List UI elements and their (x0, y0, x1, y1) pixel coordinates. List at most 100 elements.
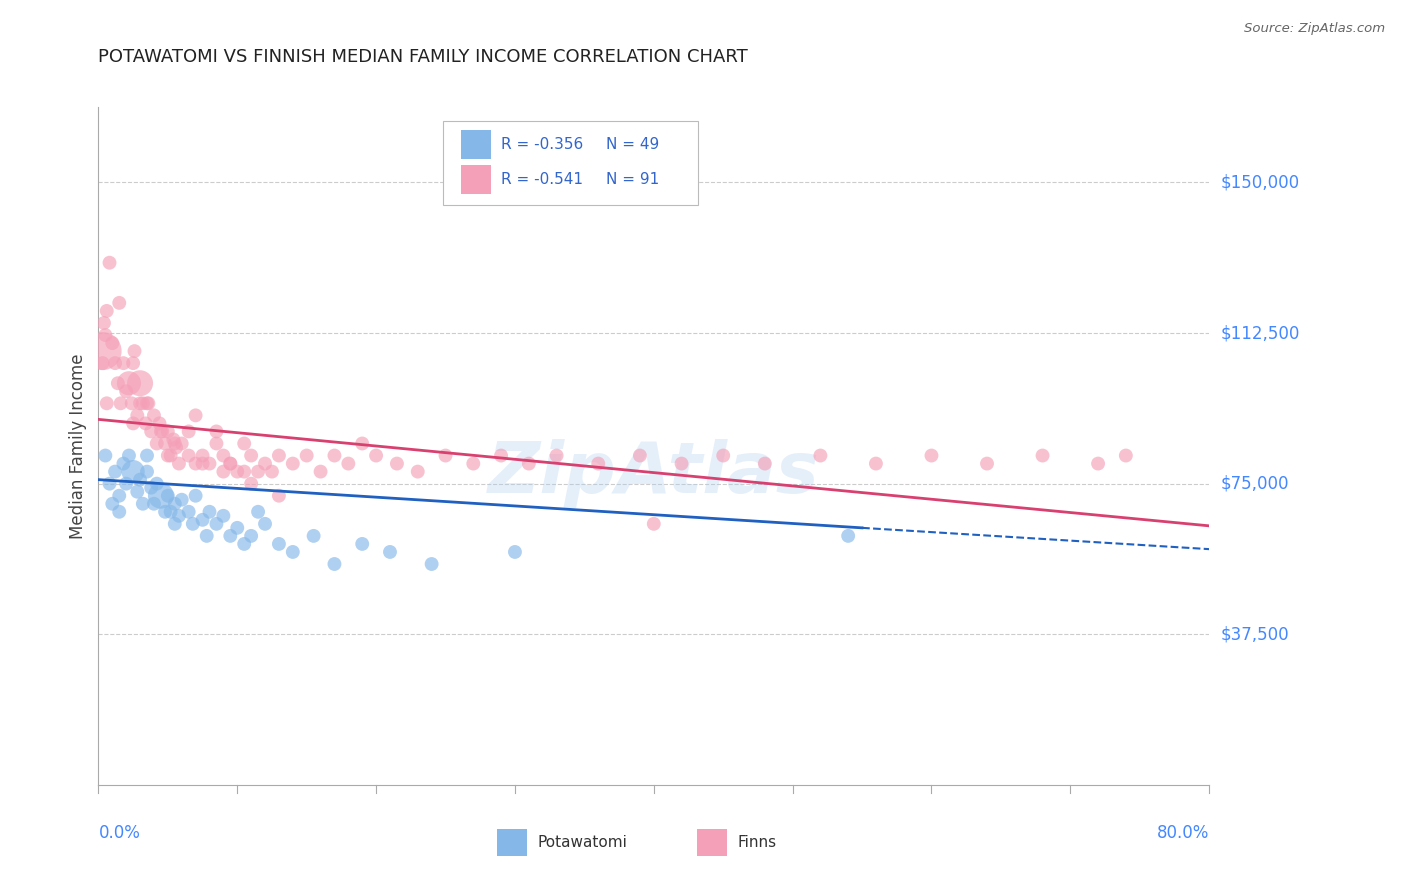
Point (91, 356, 114, 370)
Point (170, 492, 193, 507)
Point (198, 457, 221, 471)
Point (184, 489, 207, 503)
Point (136, 449, 159, 463)
Point (267, 449, 290, 463)
Point (124, 344, 146, 359)
Point (976, 457, 998, 471)
Point (149, 489, 172, 503)
Point (837, 529, 859, 543)
Text: ZipAtlas: ZipAtlas (488, 439, 820, 508)
Text: N = 49: N = 49 (606, 136, 659, 152)
Point (233, 436, 256, 450)
Point (135, 417, 157, 431)
Point (163, 497, 186, 511)
Point (136, 465, 159, 479)
Point (91, 344, 114, 359)
Point (588, 457, 610, 471)
Point (148, 417, 170, 431)
Point (233, 465, 256, 479)
Text: R = -0.541: R = -0.541 (501, 172, 582, 187)
Point (810, 449, 832, 463)
Point (110, 396, 132, 410)
Point (865, 457, 887, 471)
Point (212, 465, 235, 479)
Point (108, 489, 131, 503)
Point (184, 457, 207, 471)
Point (108, 505, 131, 519)
Point (132, 497, 155, 511)
Point (546, 449, 568, 463)
Point (247, 505, 270, 519)
FancyBboxPatch shape (443, 120, 699, 205)
Point (107, 376, 129, 391)
Point (378, 545, 401, 559)
Point (219, 529, 242, 543)
Point (205, 425, 228, 439)
Point (141, 481, 163, 495)
Point (503, 545, 526, 559)
Point (337, 457, 360, 471)
Point (94, 449, 117, 463)
Text: POTAWATOMI VS FINNISH MEDIAN FAMILY INCOME CORRELATION CHART: POTAWATOMI VS FINNISH MEDIAN FAMILY INCO… (98, 48, 748, 66)
Point (260, 465, 283, 479)
Point (352, 537, 374, 551)
Point (754, 457, 776, 471)
Point (163, 516, 186, 531)
Point (104, 356, 127, 370)
Point (122, 465, 145, 479)
Text: $37,500: $37,500 (1220, 625, 1289, 643)
Point (108, 296, 131, 310)
Point (295, 449, 318, 463)
Point (219, 457, 242, 471)
Text: R = -0.356: R = -0.356 (501, 136, 582, 152)
Point (240, 449, 263, 463)
Point (191, 457, 214, 471)
Point (118, 449, 141, 463)
Point (489, 449, 512, 463)
Text: 0.0%: 0.0% (98, 824, 141, 842)
Point (115, 384, 138, 399)
Point (177, 505, 200, 519)
Point (219, 457, 242, 471)
Point (141, 425, 163, 439)
Point (101, 336, 124, 351)
Point (122, 417, 145, 431)
Point (159, 505, 181, 519)
Point (366, 449, 388, 463)
Point (156, 489, 179, 503)
Point (434, 449, 457, 463)
Point (233, 537, 256, 551)
Point (162, 433, 184, 447)
Point (143, 409, 166, 423)
Text: Source: ZipAtlas.com: Source: ZipAtlas.com (1244, 22, 1385, 36)
Text: $150,000: $150,000 (1220, 173, 1299, 192)
Point (150, 425, 173, 439)
Text: 80.0%: 80.0% (1157, 824, 1209, 842)
Text: N = 91: N = 91 (606, 172, 659, 187)
Point (181, 516, 204, 531)
Text: Potawatomi: Potawatomi (537, 835, 627, 850)
Point (153, 505, 176, 519)
Point (385, 457, 408, 471)
Point (167, 457, 190, 471)
Point (93, 316, 115, 330)
Point (96, 396, 118, 410)
Point (212, 449, 235, 463)
Point (177, 449, 200, 463)
Point (309, 465, 332, 479)
Point (281, 545, 304, 559)
Point (267, 489, 290, 503)
Point (112, 457, 135, 471)
Point (240, 529, 263, 543)
Point (101, 497, 124, 511)
Text: $112,500: $112,500 (1220, 324, 1299, 342)
Point (643, 516, 665, 531)
Point (711, 449, 734, 463)
Y-axis label: Median Family Income: Median Family Income (69, 353, 87, 539)
Point (159, 449, 181, 463)
Point (121, 396, 143, 410)
Point (127, 409, 149, 423)
Point (165, 441, 187, 455)
Point (145, 476, 167, 491)
Point (1115, 449, 1137, 463)
